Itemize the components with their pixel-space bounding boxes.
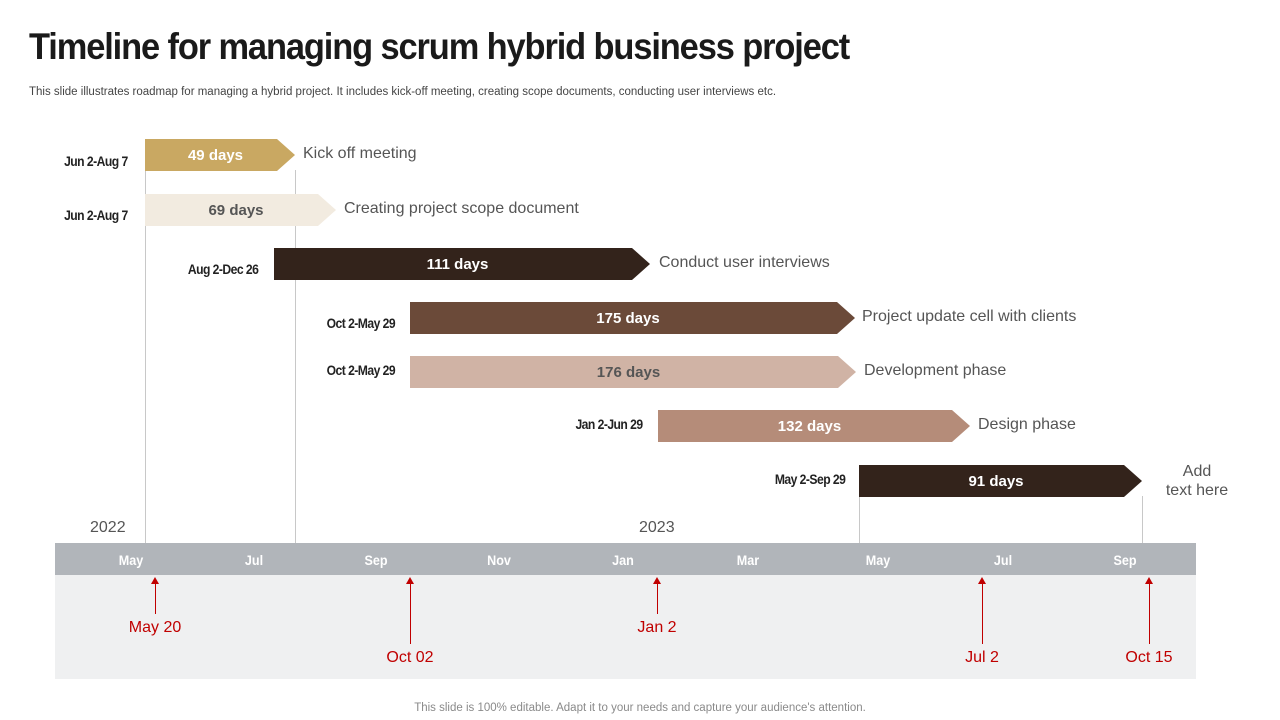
year-label: 2022: [90, 519, 126, 536]
task-bar[interactable]: 132 days: [658, 410, 970, 442]
month-band: [55, 543, 1196, 575]
task-date-range: May 2-Sep 29: [774, 472, 845, 487]
milestone-arrow-line: [1149, 583, 1150, 644]
task-date-range: Oct 2-May 29: [326, 316, 396, 331]
task-label: Design phase: [978, 416, 1076, 433]
task-date-range: Aug 2-Dec 26: [187, 262, 258, 277]
milestone-label: May 20: [128, 619, 182, 636]
task-date-range: Oct 2-May 29: [326, 363, 396, 378]
milestone-arrow-icon: [1145, 577, 1153, 584]
month-label: Mar: [736, 552, 760, 568]
task-duration: 176 days: [596, 363, 661, 381]
milestone-area: [55, 575, 1196, 679]
milestone-arrow-icon: [406, 577, 414, 584]
task-duration: 132 days: [777, 417, 842, 435]
task-label: Project update cell with clients: [862, 308, 1077, 325]
milestone-label: Jan 2: [637, 619, 677, 636]
task-label: Conduct user interviews: [659, 254, 830, 271]
month-label: Jul: [244, 552, 264, 568]
milestone-arrow-line: [657, 583, 658, 614]
guide-line: [1142, 496, 1143, 543]
task-duration: 49 days: [187, 146, 244, 164]
month-label: Nov: [487, 552, 511, 568]
task-label: Development phase: [864, 362, 1007, 379]
task-duration: 111 days: [426, 255, 489, 273]
footer-note: This slide is 100% editable. Adapt it to…: [414, 702, 866, 714]
task-label: Kick off meeting: [303, 145, 417, 162]
month-label: May: [118, 552, 144, 568]
month-label: Sep: [364, 552, 388, 568]
milestone-arrow-icon: [978, 577, 986, 584]
milestone-arrow-icon: [653, 577, 661, 584]
guide-line: [859, 496, 860, 543]
milestone-arrow-line: [410, 583, 411, 644]
milestone-arrow-line: [155, 583, 156, 614]
task-bar[interactable]: 111 days: [274, 248, 650, 280]
task-bar[interactable]: 69 days: [145, 194, 336, 226]
task-bar[interactable]: 176 days: [410, 356, 856, 388]
task-bar[interactable]: 91 days: [859, 465, 1142, 497]
month-label: Jan: [612, 552, 634, 568]
page-subtitle: This slide illustrates roadmap for manag…: [29, 86, 777, 98]
guide-line: [145, 170, 146, 543]
task-duration: 175 days: [596, 309, 660, 327]
milestone-label: Oct 15: [1125, 649, 1173, 666]
add-text-placeholder[interactable]: Add text here: [1165, 463, 1229, 499]
milestone-label: Oct 02: [386, 649, 434, 666]
year-label: 2023: [639, 519, 675, 536]
task-date-range: Jun 2-Aug 7: [64, 208, 128, 223]
task-label: Creating project scope document: [344, 200, 579, 217]
task-bar[interactable]: 49 days: [145, 139, 295, 171]
milestone-arrow-icon: [151, 577, 159, 584]
task-bar[interactable]: 175 days: [410, 302, 855, 334]
month-label: Jul: [993, 552, 1013, 568]
month-label: May: [865, 552, 891, 568]
milestone-label: Jul 2: [965, 649, 999, 666]
guide-line: [295, 170, 296, 543]
month-label: Sep: [1113, 552, 1137, 568]
milestone-arrow-line: [982, 583, 983, 644]
task-date-range: Jun 2-Aug 7: [64, 154, 128, 169]
task-duration: 69 days: [208, 201, 264, 219]
page-title: Timeline for managing scrum hybrid busin…: [29, 26, 850, 67]
task-duration: 91 days: [968, 472, 1024, 490]
task-date-range: Jan 2-Jun 29: [575, 417, 644, 432]
